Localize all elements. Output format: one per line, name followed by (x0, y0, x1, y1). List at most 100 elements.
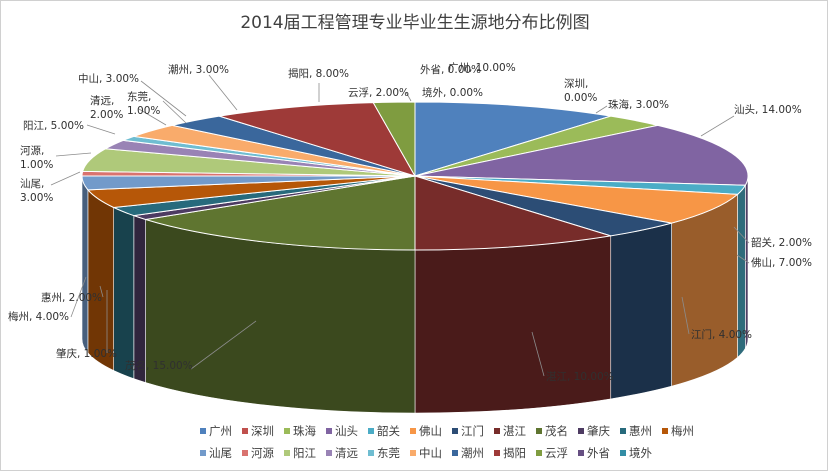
leader-line-惠州 (99, 285, 104, 298)
legend-swatch (284, 428, 290, 434)
pie-side-佛山 (671, 193, 738, 387)
pie-slice-湛江 (414, 175, 611, 251)
data-label-江门: 江门, 4.00% (691, 328, 752, 341)
data-label-汕头: 汕头, 14.00% (734, 104, 802, 116)
legend-label: 揭阳 (503, 446, 526, 460)
legend-swatch (620, 428, 626, 434)
legend-item-惠州: 惠州 (620, 424, 652, 438)
legend-label: 肇庆 (587, 424, 610, 438)
legend-swatch (284, 450, 290, 456)
data-labels: 广州, 10.00% 深圳, 0.00% 珠海, 3.00% 汕头, 14.00% 韶关,… (8, 62, 812, 383)
pie-side-江门 (610, 222, 672, 400)
legend-label: 深圳 (251, 424, 274, 438)
data-label-汕尾: 汕尾, 3.00% (20, 178, 53, 204)
leader-line-佛山 (736, 254, 750, 264)
legend-label: 云浮 (545, 446, 568, 460)
data-label-茂名: 茂名, 15.00% (125, 359, 193, 372)
legend-item-茂名: 茂名 (536, 424, 568, 438)
legend-swatch (620, 450, 626, 456)
legend-label: 中山 (419, 446, 442, 460)
chart-title: 2014届工程管理专业毕业生生源地分布比例图 (240, 13, 589, 33)
data-label-珠海: 珠海, 3.00% (608, 98, 669, 111)
legend-swatch (242, 450, 248, 456)
legend-swatch (368, 450, 374, 456)
legend-item-东莞: 东莞 (368, 446, 400, 460)
legend-item-外省: 外省 (578, 446, 610, 460)
legend-label: 江门 (461, 424, 484, 438)
legend-item-湛江: 湛江 (494, 424, 526, 438)
data-label-外省: 外省, 0.00% (420, 63, 481, 76)
legend-item-汕头: 汕头 (326, 424, 358, 438)
pie-top (81, 101, 749, 251)
pie-side-梅州 (87, 189, 114, 371)
legend-item-汕尾: 汕尾 (200, 446, 232, 460)
legend-swatch (410, 450, 416, 456)
legend-item-揭阳: 揭阳 (494, 446, 526, 460)
legend-item-江门: 江门 (452, 424, 484, 438)
legend-label: 东莞 (377, 446, 400, 460)
legend-item-境外: 境外 (620, 446, 652, 460)
legend-swatch (452, 428, 458, 434)
leader-line-湛江 (531, 331, 545, 377)
leader-line-茂名 (190, 320, 257, 370)
leader-line-韶关 (733, 226, 750, 244)
leader-line-珠海 (595, 105, 608, 114)
legend-label: 境外 (629, 446, 652, 460)
legend-label: 梅州 (671, 424, 694, 438)
legend-label: 潮州 (461, 446, 484, 460)
legend-item-梅州: 梅州 (662, 424, 694, 438)
legend-item-云浮: 云浮 (536, 446, 568, 460)
pie-side-汕尾 (81, 175, 89, 354)
legend-label: 佛山 (419, 424, 442, 438)
leader-line-河源 (55, 152, 92, 157)
legend-label: 湛江 (503, 424, 526, 438)
data-label-深圳: 深圳, 0.00% (564, 78, 597, 104)
legend-label: 阳江 (293, 446, 316, 460)
legend-swatch (326, 428, 332, 434)
legend-swatch (494, 450, 500, 456)
data-label-揭阳: 揭阳, 8.00% (288, 67, 349, 80)
legend-label: 外省 (587, 446, 610, 460)
legend-item-潮州: 潮州 (452, 446, 484, 460)
pie-slice-茂名 (145, 175, 416, 251)
legend-swatch (410, 428, 416, 434)
leader-line-潮州 (208, 74, 238, 111)
leader-lines (50, 74, 750, 377)
data-label-潮州: 潮州, 3.00% (168, 63, 229, 76)
leader-line-梅州 (70, 276, 87, 318)
data-label-东莞: 东莞, 1.00% (127, 90, 160, 117)
data-label-河源: 河源, 1.00% (20, 144, 53, 171)
data-label-云浮: 云浮, 2.00% (348, 87, 409, 99)
leader-line-中山 (140, 80, 187, 117)
legend-label: 清远 (335, 446, 358, 460)
legend-swatch (536, 428, 542, 434)
data-label-中山: 中山, 3.00% (78, 72, 139, 85)
leader-line-江门 (681, 296, 690, 335)
legend-label: 惠州 (629, 424, 652, 438)
leader-line-清远 (138, 108, 167, 126)
legend-item-广州: 广州 (200, 424, 232, 438)
data-label-佛山: 佛山, 7.00% (751, 256, 812, 269)
data-label-肇庆: 肇庆, 1.00% (56, 347, 117, 360)
legend-item-阳江: 阳江 (284, 446, 316, 460)
legend-swatch (536, 450, 542, 456)
legend-label: 广州 (209, 424, 232, 438)
pie-side-肇庆 (133, 215, 146, 383)
legend-swatch (662, 428, 668, 434)
leader-line-汕头 (700, 115, 735, 137)
data-label-阳江: 阳江, 5.00% (23, 120, 84, 132)
pie-slice-云浮 (372, 101, 416, 178)
leader-line-东莞 (162, 100, 187, 124)
data-label-广州: 广州, 10.00% (448, 62, 516, 74)
legend-item-珠海: 珠海 (284, 424, 316, 438)
leader-line-汕尾 (50, 171, 81, 186)
legend-label: 茂名 (545, 424, 568, 438)
legend-item-韶关: 韶关 (368, 424, 400, 438)
leader-line-阳江 (86, 124, 116, 135)
data-label-境外: 境外, 0.00% (422, 86, 483, 99)
legend-swatch (200, 450, 206, 456)
legend-swatch (200, 428, 206, 434)
data-label-清远: 清远, 2.00% (90, 94, 123, 121)
